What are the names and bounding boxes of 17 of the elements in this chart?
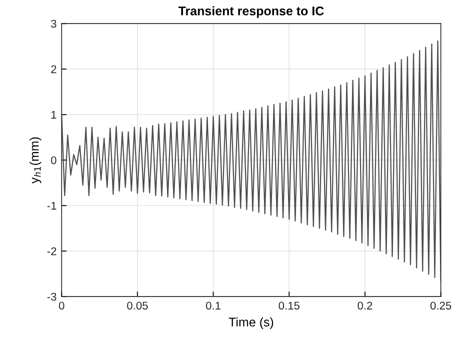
x-tick-label: 0	[58, 302, 64, 310]
line-series	[62, 40, 441, 282]
x-tick-label: 0.25	[430, 302, 452, 310]
y-axis-title: y$_{h1}$(mm)	[30, 137, 42, 184]
x-tick-label: 0.15	[278, 302, 300, 310]
y-tick-label: 3	[51, 20, 56, 28]
y-tick-label: -1	[47, 202, 56, 210]
x-tick-label: 0.05	[127, 302, 148, 310]
y-tick-label: 1	[51, 110, 56, 119]
y-tick-label: -3	[47, 292, 56, 301]
y-tick-label: -2	[47, 247, 56, 256]
y-tick-label: 0	[51, 156, 56, 164]
y-tick-label: 2	[51, 65, 56, 74]
x-tick-label: 0.1	[206, 302, 220, 310]
x-axis-title: Time (s)	[228, 317, 274, 329]
chart-title: Transient response to IC	[178, 6, 324, 18]
x-tick-label: 0.2	[358, 302, 372, 310]
